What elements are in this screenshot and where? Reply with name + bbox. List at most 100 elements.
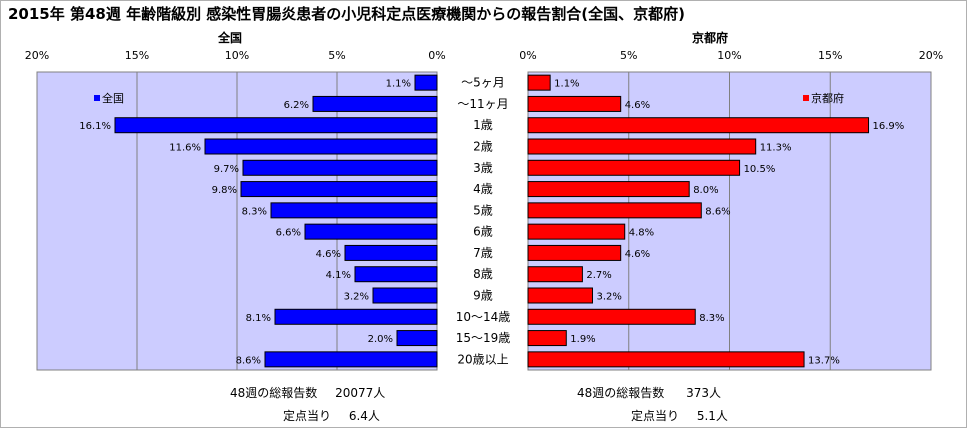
footer-national-total-value: 20077人 bbox=[335, 386, 386, 400]
category-label: 7歳 bbox=[473, 246, 493, 260]
bar bbox=[240, 181, 438, 198]
data-label: 2.7% bbox=[586, 270, 611, 281]
data-label: 1.1% bbox=[386, 79, 411, 90]
data-label: 10.5% bbox=[744, 164, 776, 175]
bar bbox=[527, 351, 805, 368]
bar bbox=[114, 117, 438, 134]
footer-kyoto-total-label: 48週の総報告数 bbox=[577, 386, 665, 400]
bar bbox=[527, 95, 622, 112]
data-label: 4.8% bbox=[629, 228, 654, 239]
category-label: ～11ヶ月 bbox=[457, 97, 508, 111]
footer-national-per: 定点当り 6.4人 bbox=[283, 407, 380, 424]
data-label: 13.7% bbox=[808, 355, 840, 366]
data-label: 16.9% bbox=[873, 121, 905, 132]
panel-title-kyoto: 京都府 bbox=[692, 30, 728, 45]
category-label: 1歳 bbox=[473, 118, 493, 132]
data-label: 9.7% bbox=[214, 164, 239, 175]
category-label: 20歳以上 bbox=[457, 352, 508, 366]
category-label: 2歳 bbox=[473, 140, 493, 154]
footer-kyoto-total: 48週の総報告数 373人 bbox=[577, 384, 721, 401]
category-label: 6歳 bbox=[473, 225, 493, 239]
x-tick-label: 20% bbox=[25, 49, 49, 62]
bar bbox=[372, 287, 438, 304]
bar bbox=[527, 223, 626, 240]
bar bbox=[527, 117, 870, 134]
category-label: ～5ヶ月 bbox=[461, 76, 505, 90]
bar bbox=[242, 159, 438, 176]
bar bbox=[527, 181, 690, 198]
data-label: 8.6% bbox=[705, 206, 730, 217]
data-label: 4.6% bbox=[625, 249, 650, 260]
legend-swatch-kyoto bbox=[803, 95, 809, 101]
x-tick-label: 5% bbox=[328, 49, 345, 62]
data-label: 16.1% bbox=[79, 121, 111, 132]
legend-swatch-national bbox=[94, 95, 100, 101]
category-label: 15～19歳 bbox=[456, 331, 511, 345]
bar bbox=[354, 266, 438, 283]
data-label: 11.6% bbox=[169, 143, 201, 154]
footer-national-per-label: 定点当り bbox=[283, 409, 332, 423]
data-label: 8.1% bbox=[246, 313, 271, 324]
bar bbox=[527, 159, 741, 176]
x-tick-label: 10% bbox=[225, 49, 249, 62]
bar bbox=[270, 202, 438, 219]
x-tick-label: 0% bbox=[519, 49, 536, 62]
bar bbox=[527, 74, 551, 91]
legend-label-national: 全国 bbox=[102, 91, 124, 105]
data-label: 8.3% bbox=[699, 313, 724, 324]
footer-kyoto-per: 定点当り 5.1人 bbox=[631, 407, 728, 424]
x-tick-label: 15% bbox=[818, 49, 842, 62]
bar bbox=[414, 74, 438, 91]
x-tick-label: 0% bbox=[428, 49, 445, 62]
x-tick-label: 10% bbox=[717, 49, 741, 62]
data-label: 11.3% bbox=[760, 143, 792, 154]
category-label: 8歳 bbox=[473, 267, 493, 281]
x-tick-label: 5% bbox=[620, 49, 637, 62]
x-tick-label: 15% bbox=[125, 49, 149, 62]
data-label: 1.1% bbox=[554, 79, 579, 90]
data-label: 4.6% bbox=[625, 100, 650, 111]
data-label: 9.8% bbox=[212, 185, 237, 196]
category-label: 5歳 bbox=[473, 203, 493, 217]
bar bbox=[204, 138, 438, 155]
bar bbox=[264, 351, 438, 368]
panel-title-national: 全国 bbox=[217, 30, 242, 45]
x-tick-label: 20% bbox=[919, 49, 943, 62]
bar bbox=[304, 223, 438, 240]
footer-kyoto-per-value: 5.1人 bbox=[696, 409, 728, 423]
bar bbox=[527, 266, 583, 283]
bar bbox=[274, 308, 438, 325]
bar bbox=[312, 95, 438, 112]
bar bbox=[527, 202, 702, 219]
footer-kyoto-per-label: 定点当り bbox=[631, 409, 680, 423]
footer-national-per-value: 6.4人 bbox=[348, 409, 380, 423]
data-label: 4.1% bbox=[326, 270, 351, 281]
data-label: 3.2% bbox=[344, 292, 369, 303]
data-label: 2.0% bbox=[368, 334, 393, 345]
category-label: 10～14歳 bbox=[456, 310, 511, 324]
category-label: 3歳 bbox=[473, 161, 493, 175]
footer-kyoto-total-value: 373人 bbox=[686, 386, 722, 400]
data-label: 1.9% bbox=[570, 334, 595, 345]
footer-national-total-label: 48週の総報告数 bbox=[230, 386, 318, 400]
bar bbox=[527, 138, 757, 155]
data-label: 6.2% bbox=[284, 100, 309, 111]
data-label: 6.6% bbox=[276, 228, 301, 239]
category-label: 4歳 bbox=[473, 182, 493, 196]
chart-title: 2015年 第48週 年齢階級別 感染性胃腸炎患者の小児科定点医療機関からの報告… bbox=[8, 5, 686, 23]
footer-national-total: 48週の総報告数 20077人 bbox=[230, 384, 385, 401]
legend-label-kyoto: 京都府 bbox=[811, 91, 844, 105]
data-label: 8.6% bbox=[236, 355, 261, 366]
category-label: 9歳 bbox=[473, 289, 493, 303]
data-label: 8.0% bbox=[693, 185, 718, 196]
data-label: 3.2% bbox=[596, 292, 621, 303]
bar bbox=[396, 330, 438, 347]
bar bbox=[527, 244, 622, 261]
bar bbox=[527, 287, 593, 304]
bar bbox=[527, 330, 567, 347]
bar bbox=[527, 308, 696, 325]
data-label: 4.6% bbox=[316, 249, 341, 260]
bar bbox=[344, 244, 438, 261]
data-label: 8.3% bbox=[242, 206, 267, 217]
